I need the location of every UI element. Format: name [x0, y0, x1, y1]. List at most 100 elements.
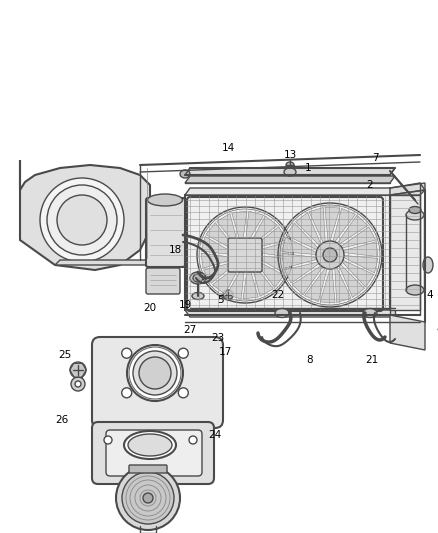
Ellipse shape — [363, 309, 377, 318]
Circle shape — [122, 472, 174, 524]
Polygon shape — [282, 237, 321, 255]
Text: 27: 27 — [184, 325, 197, 335]
Polygon shape — [309, 207, 325, 247]
Circle shape — [122, 348, 132, 358]
Circle shape — [75, 381, 81, 387]
Circle shape — [223, 290, 233, 300]
Ellipse shape — [275, 309, 289, 318]
Ellipse shape — [124, 431, 176, 459]
Text: 5: 5 — [217, 295, 223, 305]
Polygon shape — [185, 195, 390, 310]
Polygon shape — [390, 315, 425, 350]
Polygon shape — [339, 242, 378, 257]
Circle shape — [189, 436, 197, 444]
Polygon shape — [252, 258, 284, 287]
Polygon shape — [335, 215, 368, 247]
Polygon shape — [226, 263, 245, 299]
Circle shape — [239, 249, 251, 261]
Text: 7: 7 — [372, 153, 378, 163]
Text: 19: 19 — [178, 300, 192, 310]
Text: 25: 25 — [58, 350, 72, 360]
Polygon shape — [332, 208, 355, 246]
Polygon shape — [251, 261, 273, 296]
Text: 22: 22 — [272, 290, 285, 300]
Polygon shape — [206, 223, 237, 252]
Ellipse shape — [286, 162, 294, 168]
FancyBboxPatch shape — [129, 465, 167, 473]
Circle shape — [40, 178, 124, 262]
Circle shape — [133, 351, 177, 395]
FancyBboxPatch shape — [146, 268, 180, 294]
Circle shape — [316, 241, 344, 269]
Ellipse shape — [284, 168, 296, 176]
Polygon shape — [286, 223, 321, 252]
Polygon shape — [325, 207, 340, 246]
Polygon shape — [390, 195, 420, 310]
Polygon shape — [253, 255, 289, 273]
Polygon shape — [251, 227, 286, 249]
Polygon shape — [232, 211, 247, 248]
FancyBboxPatch shape — [106, 430, 202, 476]
Polygon shape — [296, 213, 323, 249]
Polygon shape — [185, 176, 395, 183]
Circle shape — [71, 377, 85, 391]
Polygon shape — [335, 263, 351, 303]
Ellipse shape — [148, 194, 183, 206]
Text: 26: 26 — [55, 415, 69, 425]
Text: 24: 24 — [208, 430, 222, 440]
Polygon shape — [204, 261, 239, 283]
Circle shape — [57, 195, 107, 245]
Polygon shape — [339, 255, 378, 273]
Ellipse shape — [193, 274, 203, 282]
Polygon shape — [252, 242, 289, 257]
Ellipse shape — [406, 210, 424, 220]
Polygon shape — [337, 261, 364, 297]
Circle shape — [70, 362, 86, 378]
Polygon shape — [390, 183, 425, 195]
Text: 4: 4 — [427, 290, 433, 300]
Circle shape — [178, 348, 188, 358]
FancyBboxPatch shape — [228, 238, 262, 272]
Ellipse shape — [409, 206, 421, 214]
Ellipse shape — [423, 257, 433, 273]
Polygon shape — [55, 260, 155, 265]
Polygon shape — [339, 258, 374, 287]
Circle shape — [122, 388, 132, 398]
Polygon shape — [243, 262, 258, 299]
Text: 13: 13 — [283, 150, 297, 160]
Polygon shape — [390, 188, 395, 317]
Circle shape — [323, 248, 337, 262]
FancyBboxPatch shape — [92, 337, 223, 428]
Polygon shape — [292, 263, 325, 295]
Polygon shape — [20, 160, 150, 270]
Polygon shape — [245, 211, 264, 247]
Polygon shape — [390, 190, 425, 195]
FancyBboxPatch shape — [92, 422, 214, 484]
Text: 14: 14 — [221, 143, 235, 153]
Ellipse shape — [192, 293, 204, 300]
Circle shape — [127, 345, 183, 401]
Ellipse shape — [180, 170, 190, 178]
Polygon shape — [248, 216, 277, 248]
Ellipse shape — [406, 285, 424, 295]
Polygon shape — [320, 264, 335, 303]
Text: 18: 18 — [168, 245, 182, 255]
Polygon shape — [304, 264, 328, 302]
Polygon shape — [212, 262, 242, 294]
Text: 8: 8 — [307, 355, 313, 365]
Polygon shape — [282, 253, 321, 268]
Ellipse shape — [128, 434, 172, 456]
Ellipse shape — [190, 272, 206, 284]
Polygon shape — [201, 237, 237, 255]
Polygon shape — [185, 310, 395, 317]
Polygon shape — [284, 261, 323, 283]
Text: 20: 20 — [143, 303, 156, 313]
Circle shape — [116, 466, 180, 530]
Circle shape — [139, 357, 171, 389]
Polygon shape — [201, 253, 237, 268]
Polygon shape — [185, 168, 395, 175]
Circle shape — [143, 493, 153, 503]
Circle shape — [178, 388, 188, 398]
Polygon shape — [217, 214, 239, 249]
Circle shape — [233, 243, 257, 267]
